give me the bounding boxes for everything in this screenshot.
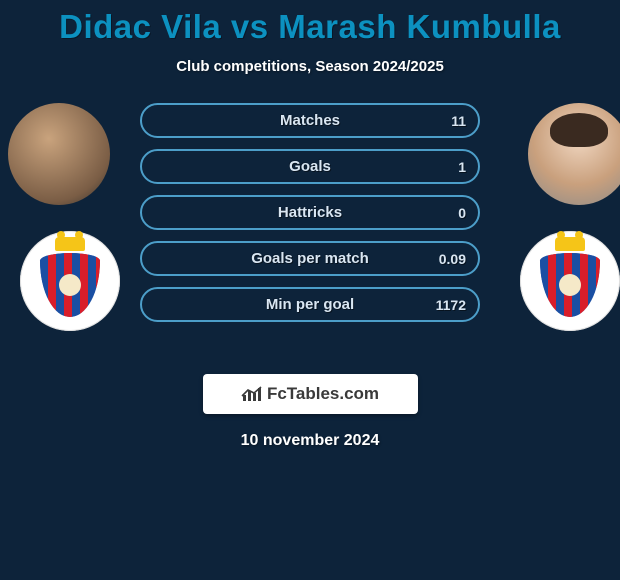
player-right-avatar [528,103,620,205]
crown-icon [555,237,585,251]
stat-row-matches: Matches 11 [140,103,480,138]
stat-right-value: 1172 [436,297,466,313]
bar-chart-icon [241,385,263,403]
shield-icon [40,253,100,317]
stat-row-gpm: Goals per match 0.09 [140,241,480,276]
stats-list: Matches 11 Goals 1 Hattricks 0 Goals per… [140,103,480,322]
stat-right-value: 0 [458,205,466,221]
stat-label: Goals [289,158,331,175]
crown-icon [55,237,85,251]
comparison-container: Matches 11 Goals 1 Hattricks 0 Goals per… [0,103,620,348]
club-left-badge [20,231,120,331]
stat-label: Min per goal [266,296,354,313]
page-title: Didac Vila vs Marash Kumbulla [0,0,620,46]
page-subtitle: Club competitions, Season 2024/2025 [0,58,620,75]
shield-icon [540,253,600,317]
stat-row-goals: Goals 1 [140,149,480,184]
stat-right-value: 11 [451,113,466,129]
club-right-badge [520,231,620,331]
stat-label: Goals per match [251,250,369,267]
stat-right-value: 0.09 [439,251,466,267]
stat-label: Hattricks [278,204,342,221]
brand-badge: FcTables.com [203,374,418,414]
brand-label: FcTables.com [267,384,379,404]
stat-right-value: 1 [458,159,466,175]
stat-row-hattricks: Hattricks 0 [140,195,480,230]
stat-label: Matches [280,112,340,129]
stat-row-mpg: Min per goal 1172 [140,287,480,322]
player-left-avatar [8,103,110,205]
date-label: 10 november 2024 [0,432,620,450]
